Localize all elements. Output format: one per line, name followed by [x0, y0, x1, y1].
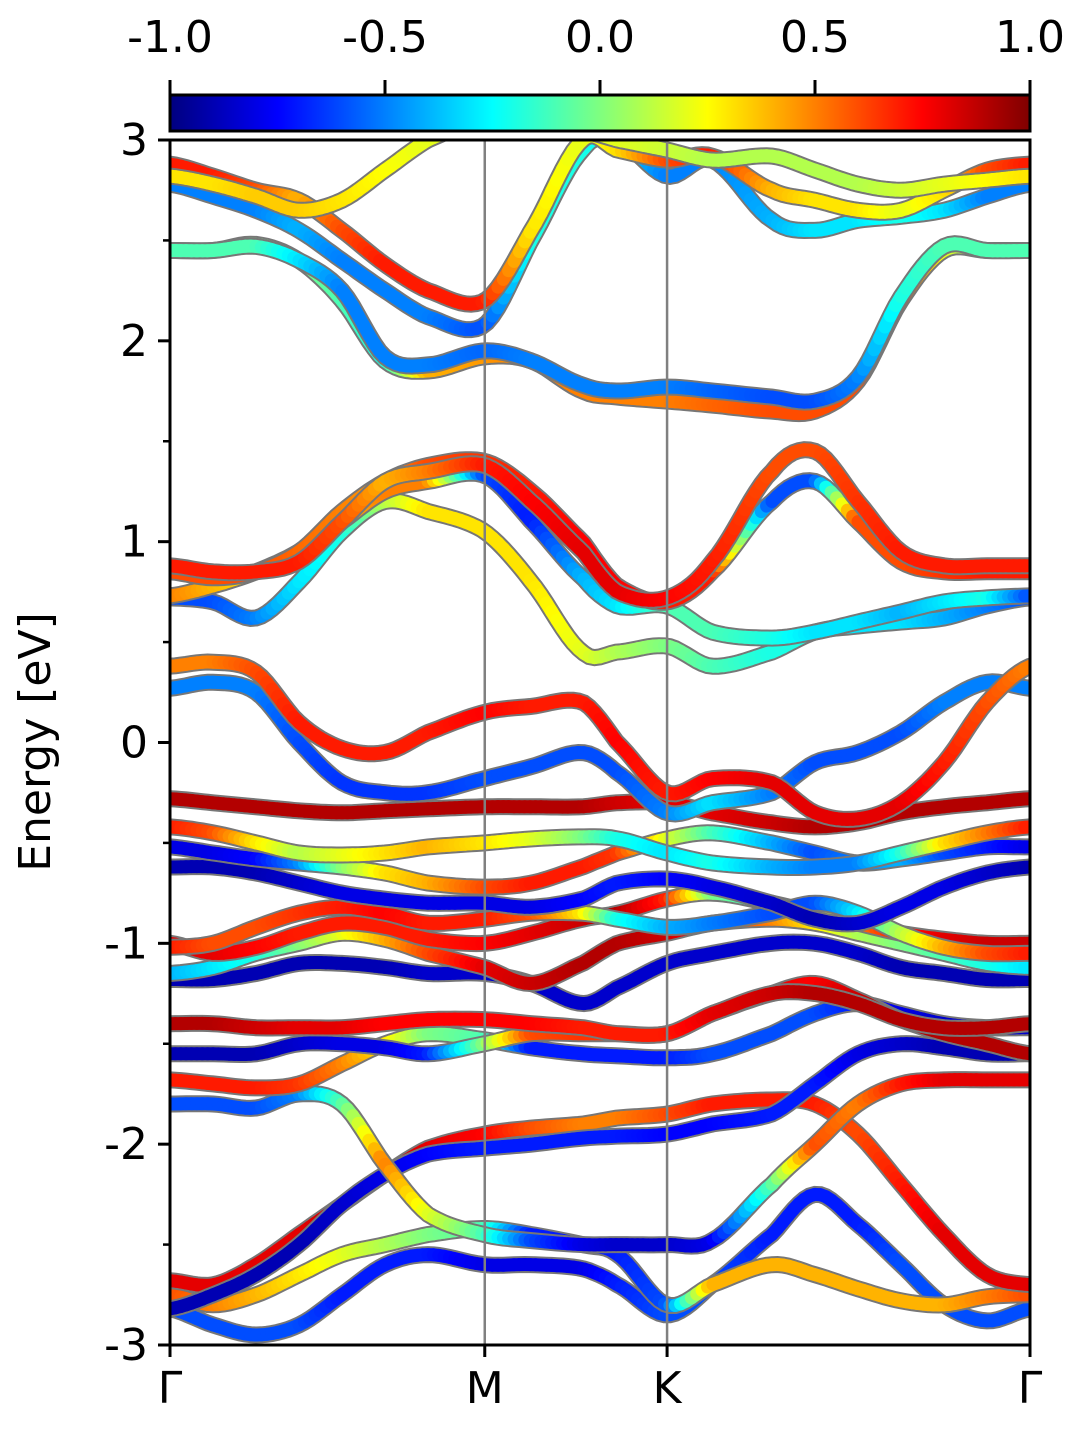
band-1: [170, 1185, 1030, 1344]
band-segment: [599, 140, 617, 145]
y-axis: 3 2 1 0 -1 -2 -3: [104, 115, 170, 1371]
y-tick-label: -1: [104, 918, 148, 969]
x-tick-label: K: [653, 1363, 683, 1414]
band-5: [170, 1071, 1030, 1255]
y-tick-label: 0: [120, 718, 148, 769]
y-tick-label: 2: [120, 316, 148, 367]
band-8: [170, 983, 1030, 1044]
y-tick-label: -3: [104, 1320, 148, 1371]
band-segment: [427, 140, 444, 145]
band-17: [170, 673, 1030, 823]
colorbar-tick-label: 0.5: [780, 12, 850, 63]
band-segment: [593, 140, 605, 142]
x-tick-label: M: [466, 1363, 504, 1414]
plot-area: 3 2 1 0 -1 -2 -3 Γ M K Γ: [104, 115, 1043, 1414]
band-outline: [170, 1071, 1030, 1255]
colorbar-tick-label: 0.0: [565, 12, 635, 63]
band-22: [170, 441, 1030, 609]
band-24: [170, 235, 1030, 411]
colorbar-gradient: [168, 93, 1032, 133]
colorbar-tick-label: -1.0: [127, 12, 213, 63]
y-axis-label: Energy [eV]: [10, 612, 61, 872]
x-tick-label: Γ: [1018, 1363, 1043, 1414]
colorbar-tick-label: -0.5: [342, 12, 428, 63]
x-tick-label: Γ: [158, 1363, 183, 1414]
y-tick-label: 1: [120, 517, 148, 568]
bands-layer: [170, 140, 1030, 1344]
colorbar-ticks: -1.0 -0.5 0.0 0.5 1.0: [127, 12, 1065, 95]
colorbar-tick-label: 1.0: [995, 12, 1065, 63]
band-segment: [595, 140, 611, 143]
colorbar: -1.0 -0.5 0.0 0.5 1.0: [127, 12, 1065, 133]
band-15: [170, 818, 1030, 876]
high-symmetry-lines: [483, 140, 669, 1345]
band-12: [170, 894, 1030, 963]
y-tick-label: -2: [104, 1119, 148, 1170]
y-tick-label: 3: [120, 115, 148, 166]
band-segment: [434, 140, 445, 142]
band-segment: [599, 140, 617, 145]
band-4: [170, 1035, 1030, 1318]
band-segment: [589, 140, 607, 146]
band-18: [170, 653, 1030, 828]
band-segment: [577, 140, 595, 146]
